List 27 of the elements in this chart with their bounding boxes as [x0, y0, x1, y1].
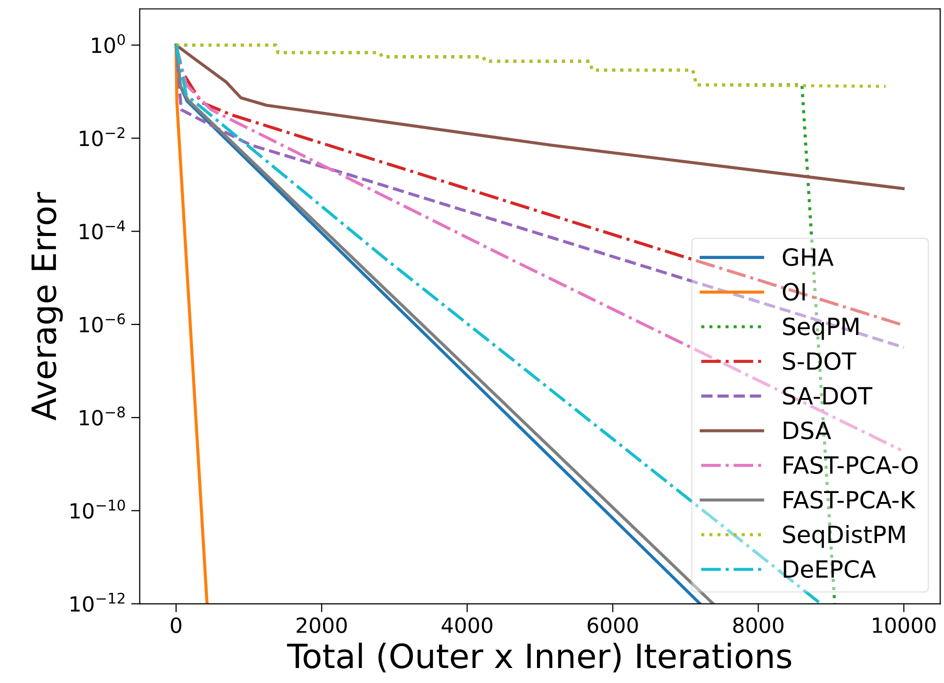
y-tick-label: 10$^{0}$ [92, 34, 125, 54]
legend-label: GHA [782, 248, 834, 266]
x-tick-label: 2000 [296, 617, 347, 634]
legend-label: SeqDistPM [783, 525, 905, 548]
y-tick-label: 10$^{−12}$ [70, 592, 124, 612]
y-tick-label: 10$^{−4}$ [80, 220, 125, 240]
line-series [174, 44, 905, 190]
x-tick-label: 6000 [588, 617, 638, 634]
legend-label: FAST-PCA-O [784, 456, 918, 474]
y-tick-label: 10$^{−8}$ [80, 406, 125, 426]
x-tick-label: 8000 [733, 617, 784, 634]
legend-label: OI [782, 282, 805, 301]
x-tick-label: 10000 [872, 617, 936, 634]
legend-label: SA-DOT [783, 386, 872, 405]
y-tick-label: 10$^{−6}$ [80, 313, 125, 332]
x-axis-title: Total (Outer x Inner) Iterations [287, 642, 792, 672]
x-tick-label: 4000 [442, 617, 492, 634]
legend-label: DeEPCA [784, 560, 876, 578]
legend-label: DSA [784, 421, 832, 440]
x-tick-label: 0 [170, 617, 182, 634]
y-tick-label: 10$^{−10}$ [70, 500, 125, 519]
legend-label: SeqPM [783, 317, 858, 340]
legend-label: S-DOT [783, 352, 856, 370]
y-axis-title: Average Error [32, 192, 63, 420]
line-series [174, 44, 888, 88]
legend-label: FAST-PCA-K [784, 490, 916, 509]
y-tick-label: 10$^{−2}$ [80, 127, 124, 146]
